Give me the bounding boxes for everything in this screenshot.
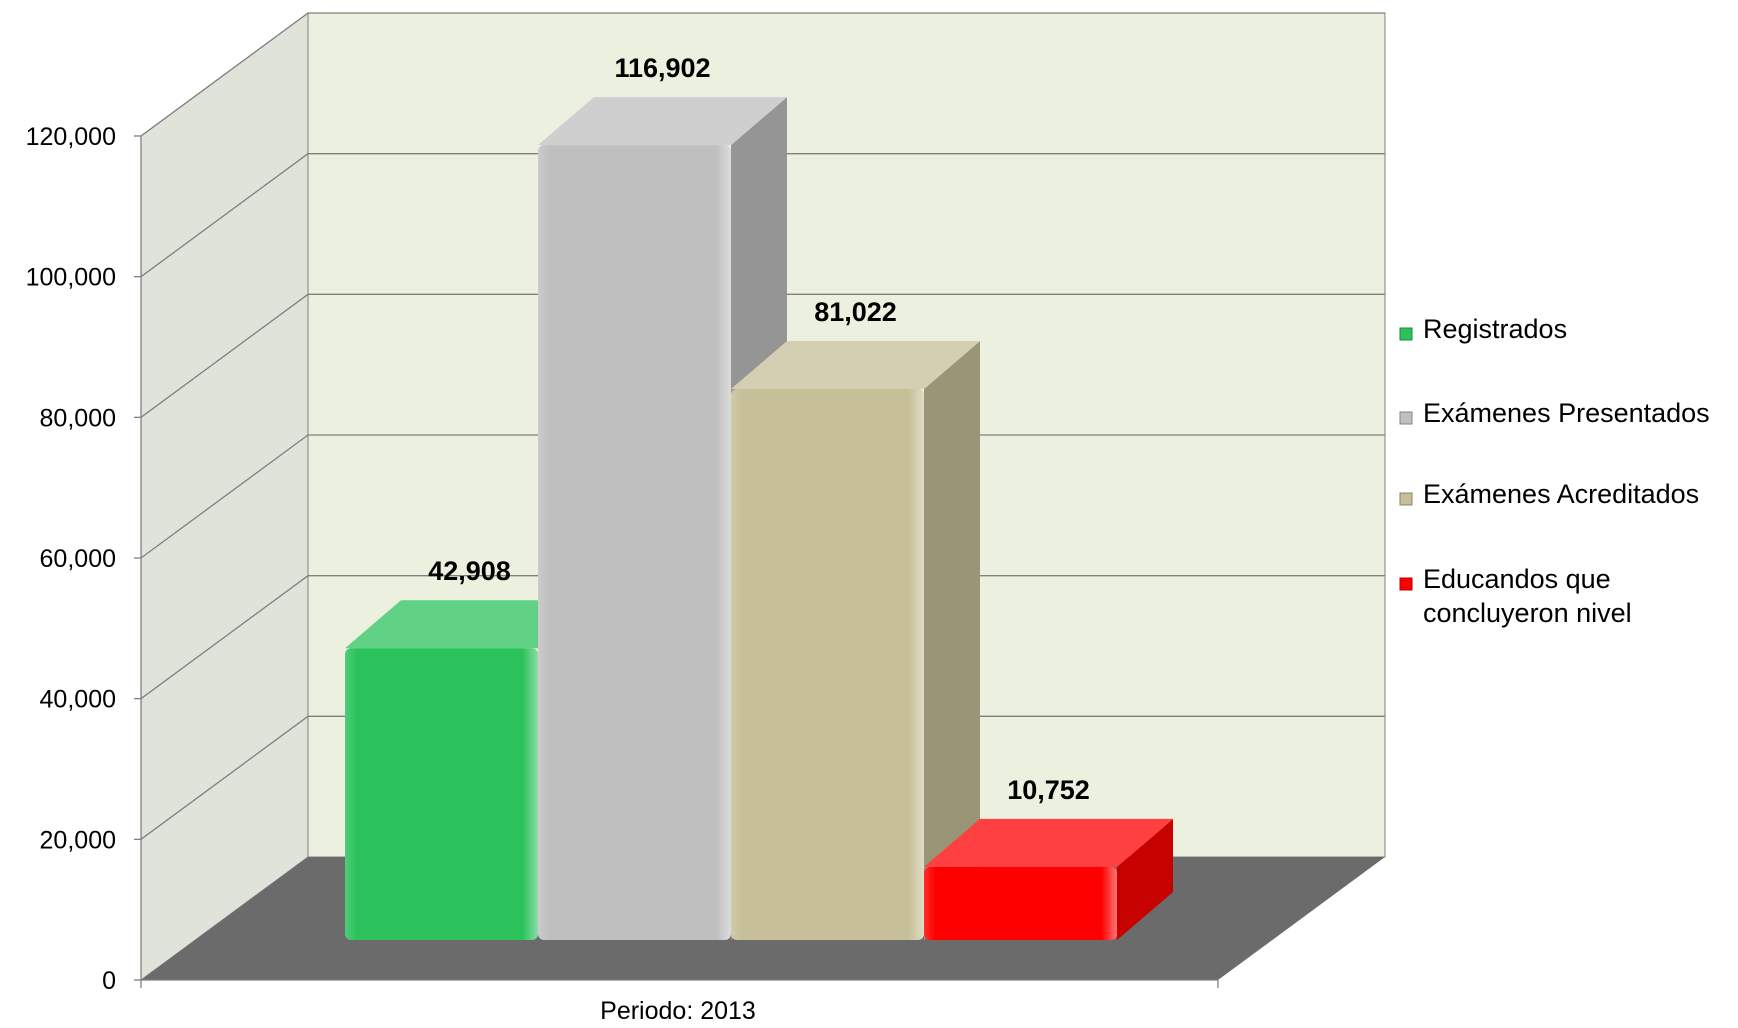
y-tick-label: 60,000 xyxy=(40,545,116,573)
bar-side xyxy=(924,341,980,940)
legend-item: Exámenes Acreditados xyxy=(1399,479,1699,509)
bar-top xyxy=(345,600,594,649)
gridline xyxy=(140,153,1385,278)
bar-top xyxy=(538,97,787,146)
legend-item: Exámenes Presentados xyxy=(1399,398,1710,428)
legend-swatch xyxy=(1399,411,1413,425)
legend-label: Registrados xyxy=(1423,314,1567,344)
gridline xyxy=(140,12,1385,137)
bar-front xyxy=(924,866,1117,940)
bar-front xyxy=(345,648,538,940)
bar-educandos-que-concluyeron-nivel xyxy=(924,818,1173,940)
legend: Registrados Exámenes Presentados Exámenes … xyxy=(1399,314,1710,628)
y-tick-label: 120,000 xyxy=(26,123,116,151)
gridline xyxy=(140,715,1385,840)
data-label: 42,908 xyxy=(428,556,511,586)
bar-side xyxy=(1117,818,1173,940)
data-label: 116,902 xyxy=(614,53,710,83)
legend-swatch xyxy=(1399,577,1413,591)
legend-label: Exámenes Acreditados xyxy=(1423,479,1699,509)
data-label: 81,022 xyxy=(814,297,897,327)
legend-label: Educandos que xyxy=(1423,564,1611,594)
bar-top xyxy=(924,818,1173,867)
y-tick-label: 20,000 xyxy=(40,826,116,854)
legend-item: Registrados xyxy=(1399,314,1567,344)
legend-item: Educandos que concluyeron nivel xyxy=(1399,564,1632,628)
legend-swatch xyxy=(1399,492,1413,506)
bar-front xyxy=(538,145,731,940)
data-labels: 42,908 116,902 81,022 10,752 xyxy=(428,53,1090,805)
bar-top xyxy=(731,341,980,390)
category-label: Periodo: 2013 xyxy=(600,997,756,1025)
gridline xyxy=(140,575,1385,700)
y-tick-label: 80,000 xyxy=(40,404,116,432)
data-label: 10,752 xyxy=(1007,775,1090,805)
legend-label: concluyeron nivel xyxy=(1423,598,1632,628)
bar-front xyxy=(731,389,924,940)
gridline xyxy=(140,434,1385,559)
bars xyxy=(345,97,1173,940)
value-axis: 0 20,000 40,000 60,000 80,000 100,000 120,000 xyxy=(26,123,1219,995)
y-tick-label: 0 xyxy=(102,967,116,995)
gridlines xyxy=(140,12,1385,840)
y-tick-label: 100,000 xyxy=(26,264,116,292)
gridline xyxy=(140,293,1385,418)
y-tick-label: 40,000 xyxy=(40,686,116,714)
legend-label: Exámenes Presentados xyxy=(1423,398,1710,428)
bar-ex-menes-acreditados xyxy=(731,341,980,940)
legend-swatch xyxy=(1399,327,1413,341)
